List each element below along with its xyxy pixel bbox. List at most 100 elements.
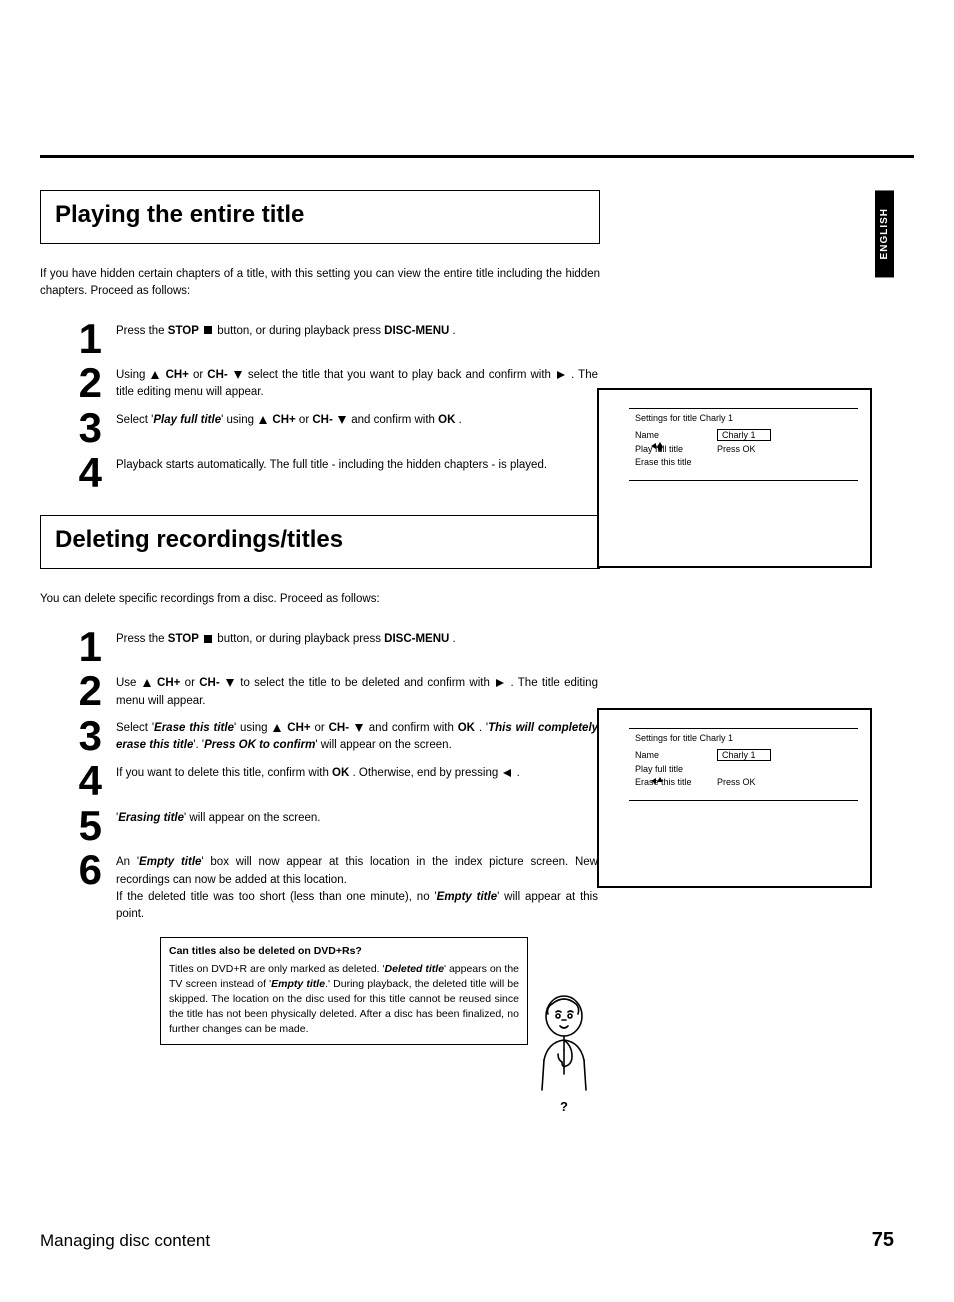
step-text: Using CH+ or CH- select the title that y… xyxy=(116,363,598,402)
step-2-3: 3 Select 'Erase this title' using CH+ or… xyxy=(50,716,598,757)
txt: or xyxy=(193,369,207,381)
chp-label: CH+ xyxy=(287,722,310,734)
txt: Titles on DVD+R are only marked as delet… xyxy=(169,963,385,975)
step-number: 1 xyxy=(50,627,116,668)
screen-inner: Settings for title Charly 1 Name Charly … xyxy=(629,728,858,801)
empty-title-label: Empty title xyxy=(437,891,497,903)
value: Press OK xyxy=(717,444,756,454)
step-text: Press the STOP button, or during playbac… xyxy=(116,319,598,340)
screen-row-name: Name Charly 1 xyxy=(635,429,852,441)
section-deleting-heading: Deleting recordings/titles xyxy=(55,526,585,554)
screen-row-play: Play full title Press OK xyxy=(635,444,852,454)
value-box: Charly 1 xyxy=(717,429,771,441)
screen-row-name: Name Charly 1 xyxy=(635,749,852,761)
section-playing-title: Playing the entire title xyxy=(40,190,600,244)
step-text: Select 'Play full title' using CH+ or CH… xyxy=(116,408,598,429)
screen-header: Settings for title Charly 1 xyxy=(635,733,852,743)
txt: ' will appear on the screen. xyxy=(184,812,320,824)
step-2-6: 6 An 'Empty title' box will now appear a… xyxy=(50,850,598,923)
step-text: If you want to delete this title, confir… xyxy=(116,761,598,782)
txt: Press the xyxy=(116,325,168,337)
person-thinking-icon xyxy=(528,990,600,1100)
screen-panel-erase: Settings for title Charly 1 Name Charly … xyxy=(597,708,872,888)
label: Erase this title xyxy=(635,457,717,467)
txt: to select the title to be deleted and co… xyxy=(240,677,494,689)
play-full-title-label: Play full title xyxy=(153,414,221,426)
left-icon xyxy=(503,769,511,777)
ok-label: OK xyxy=(332,767,349,779)
value: Press OK xyxy=(717,777,756,787)
step-1-3: 3 Select 'Play full title' using CH+ or … xyxy=(50,408,598,449)
chp-label: CH+ xyxy=(166,369,189,381)
step-2-4: 4 If you want to delete this title, conf… xyxy=(50,761,598,802)
stop-label: STOP xyxy=(168,325,199,337)
question-mark: ? xyxy=(519,1099,609,1114)
screen-panel-play: Settings for title Charly 1 Name Charly … xyxy=(597,388,872,568)
screen-row-erase: Erase this title xyxy=(635,457,852,467)
section-playing-heading: Playing the entire title xyxy=(55,201,585,229)
chm-label: CH- xyxy=(207,369,227,381)
txt: An ' xyxy=(116,856,139,868)
txt: . xyxy=(449,325,455,337)
step-text: Press the STOP button, or during playbac… xyxy=(116,627,598,648)
screen-row-play: Play full title xyxy=(635,764,852,774)
tip-body: Titles on DVD+R are only marked as delet… xyxy=(169,962,519,1038)
down-icon xyxy=(234,371,242,379)
chm-label: CH- xyxy=(199,677,219,689)
step-number: 3 xyxy=(50,716,116,757)
section1-intro: If you have hidden certain chapters of a… xyxy=(40,266,600,301)
erase-title-label: Erase this title xyxy=(154,722,234,734)
txt: If the deleted title was too short (less… xyxy=(116,891,437,903)
label: Play full title xyxy=(635,444,717,454)
empty-title-label: Empty title xyxy=(139,856,201,868)
txt: . xyxy=(517,767,520,779)
press-ok-label: Press OK to confirm xyxy=(204,739,315,751)
step-text: Use CH+ or CH- to select the title to be… xyxy=(116,671,598,710)
value-box: Charly 1 xyxy=(717,749,771,761)
ok-label: OK xyxy=(458,722,475,734)
page-number: 75 xyxy=(872,1229,894,1252)
chm-label: CH- xyxy=(312,414,332,426)
label: Name xyxy=(635,430,717,440)
step-number: 2 xyxy=(50,671,116,712)
step-number: 4 xyxy=(50,761,116,802)
up-icon xyxy=(143,679,151,687)
txt: '. ' xyxy=(193,739,204,751)
chp-label: CH+ xyxy=(157,677,180,689)
step-1-1: 1 Press the STOP button, or during playb… xyxy=(50,319,598,360)
step-text: An 'Empty title' box will now appear at … xyxy=(116,850,598,923)
screen-inner: Settings for title Charly 1 Name Charly … xyxy=(629,408,858,481)
stop-label: STOP xyxy=(168,633,199,645)
tip-question: Can titles also be deleted on DVD+Rs? xyxy=(169,944,519,959)
step-number: 6 xyxy=(50,850,116,891)
empty-title-label: Empty title xyxy=(271,978,325,990)
step-number: 2 xyxy=(50,363,116,404)
step-text: Select 'Erase this title' using CH+ or C… xyxy=(116,716,598,755)
txt: Use xyxy=(116,677,141,689)
footer-section-name: Managing disc content xyxy=(40,1231,210,1251)
txt: Press the xyxy=(116,633,168,645)
down-icon xyxy=(226,679,234,687)
txt: Select ' xyxy=(116,414,153,426)
step-1-4: 4 Playback starts automatically. The ful… xyxy=(50,453,598,494)
label: Name xyxy=(635,750,717,760)
up-icon xyxy=(259,416,267,424)
txt: Select ' xyxy=(116,722,154,734)
step-number: 5 xyxy=(50,806,116,847)
section2-steps: 1 Press the STOP button, or during playb… xyxy=(50,627,598,924)
txt: Using xyxy=(116,369,149,381)
step-text: Playback starts automatically. The full … xyxy=(116,453,598,474)
txt: . xyxy=(449,633,455,645)
step-number: 1 xyxy=(50,319,116,360)
thinking-figure: ? xyxy=(519,990,609,1114)
txt: . Otherwise, end by pressing xyxy=(353,767,502,779)
erasing-label: Erasing title xyxy=(118,812,184,824)
txt: or xyxy=(185,677,200,689)
step-number: 4 xyxy=(50,453,116,494)
txt: . xyxy=(455,414,461,426)
label: Erase this title xyxy=(635,777,717,787)
screen-header: Settings for title Charly 1 xyxy=(635,413,852,423)
stop-icon xyxy=(204,635,212,643)
up-icon xyxy=(151,371,159,379)
label: Play full title xyxy=(635,764,717,774)
